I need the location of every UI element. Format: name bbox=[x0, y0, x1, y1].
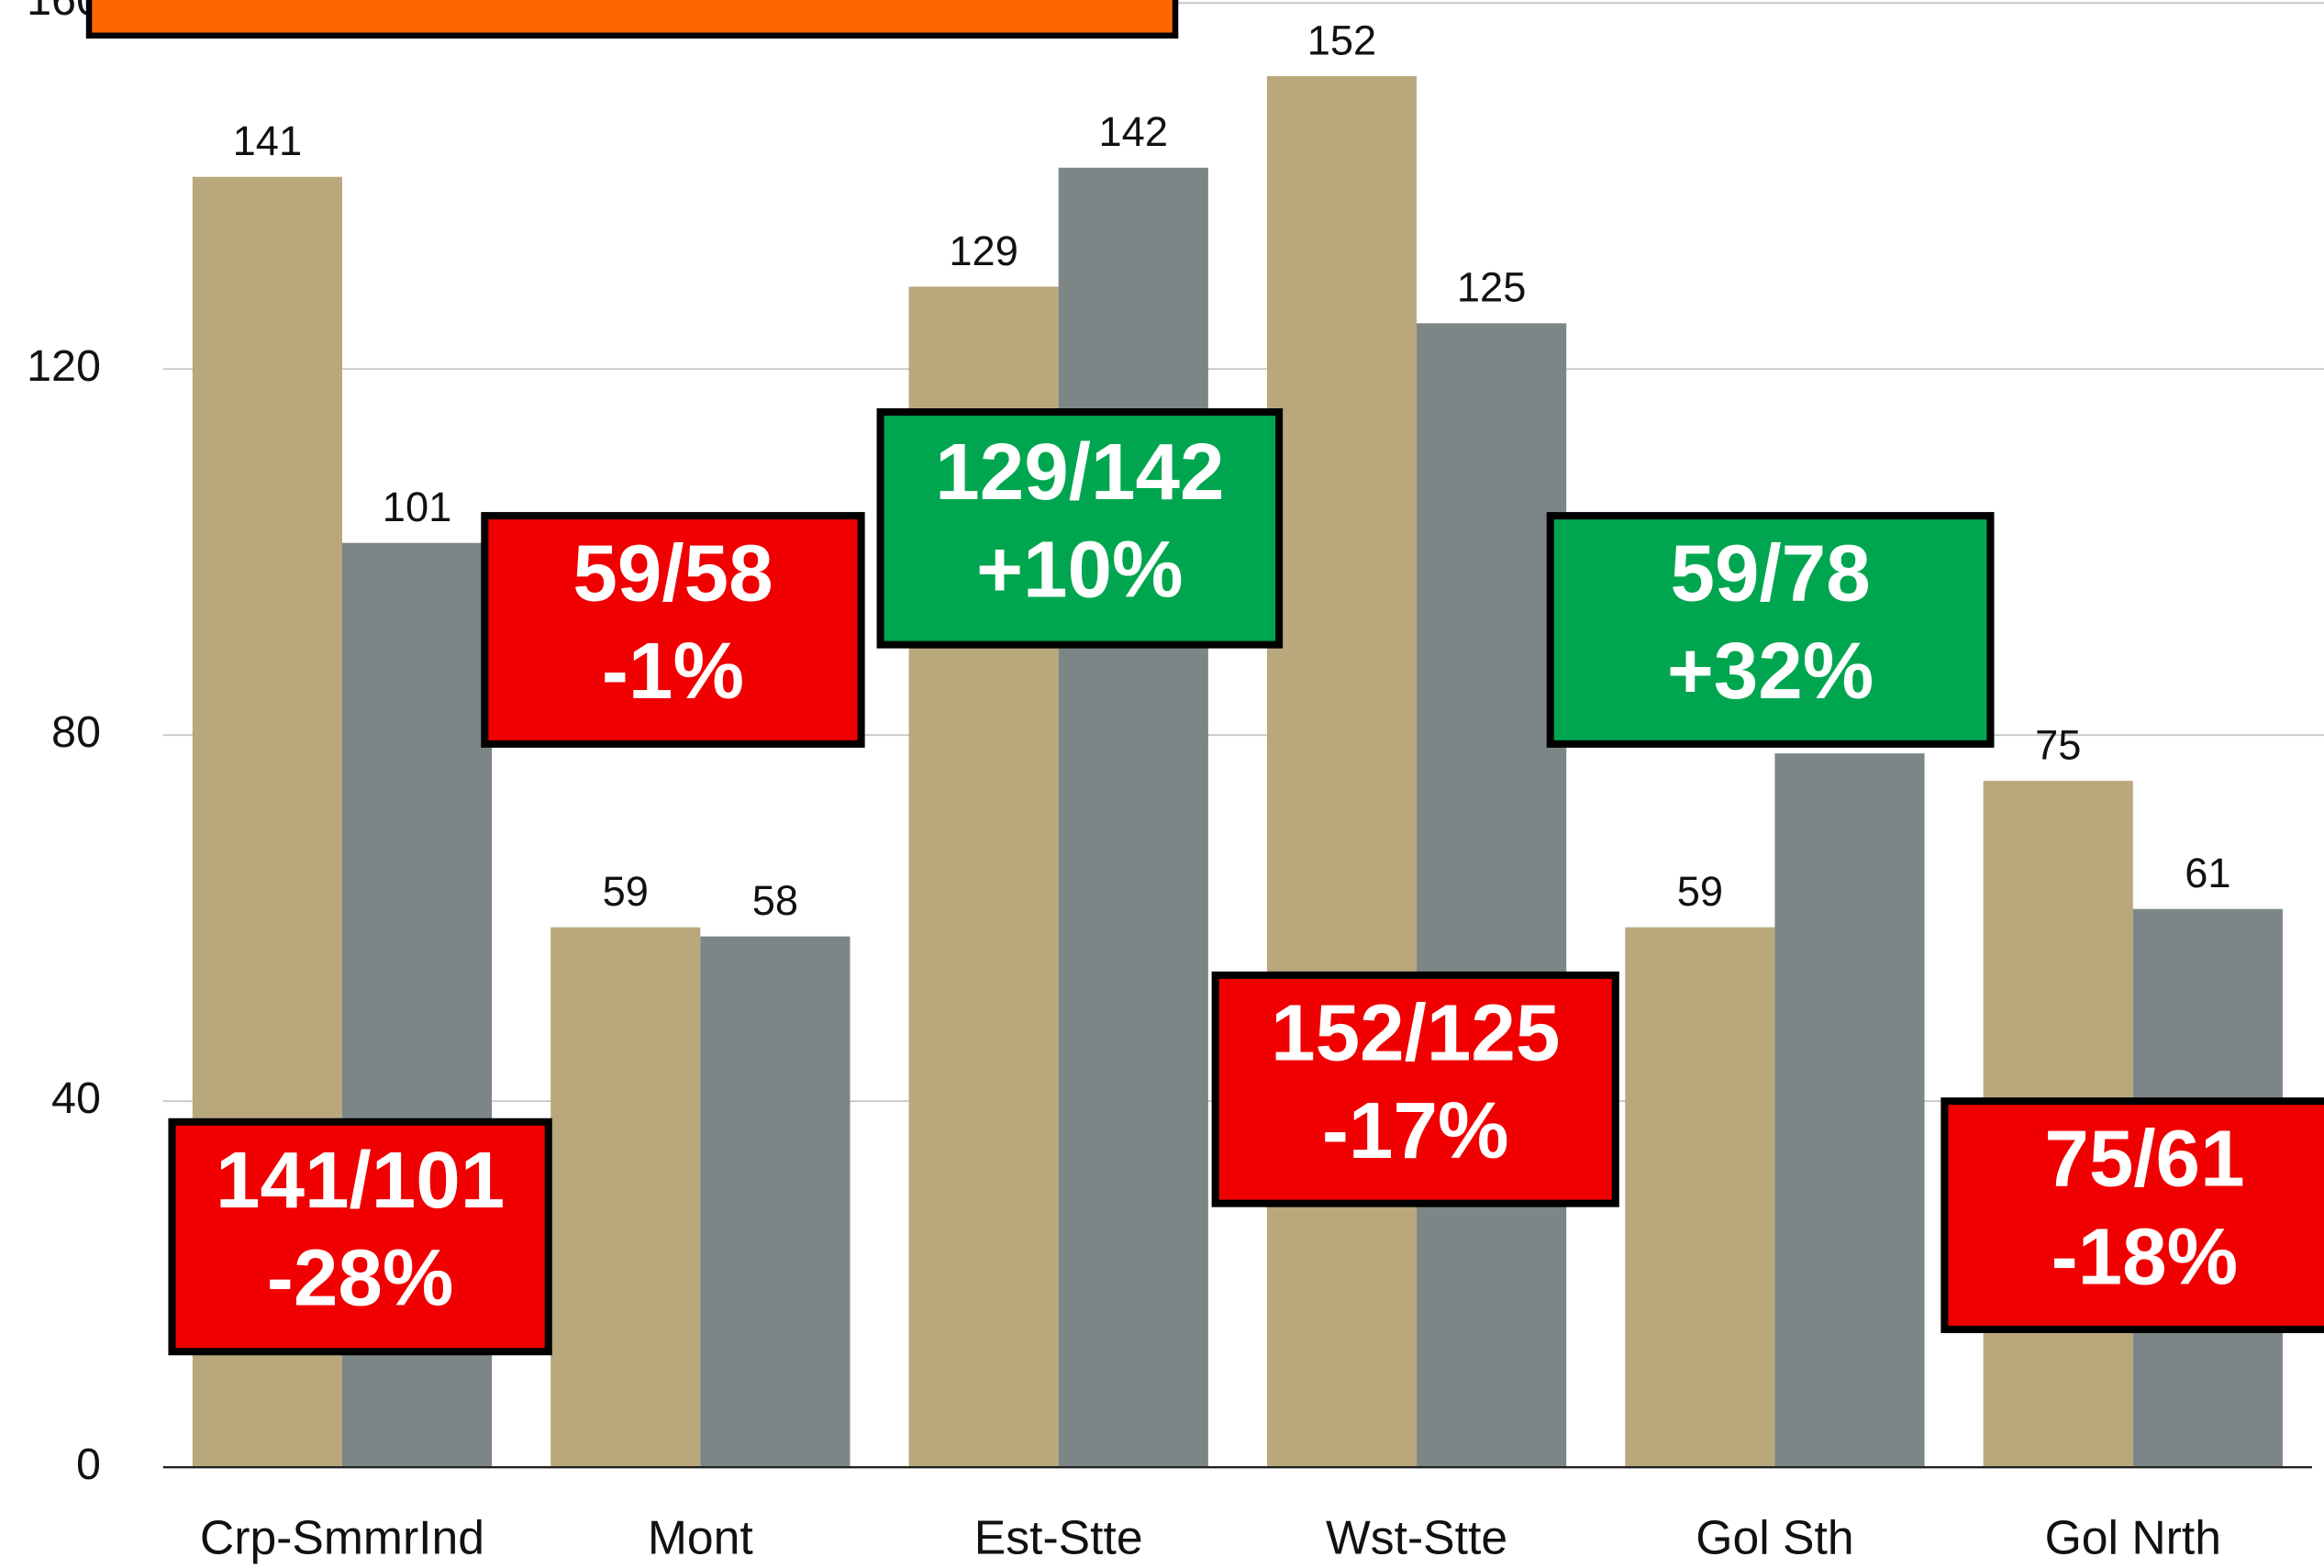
bar bbox=[1417, 323, 1567, 1468]
annotation-text: -1% bbox=[602, 627, 744, 716]
x-tick-label: Wst-Stte bbox=[1326, 1511, 1507, 1564]
x-tick-label: Est-Stte bbox=[974, 1511, 1143, 1564]
annotation-text: -17% bbox=[1322, 1086, 1509, 1175]
annotation-text: -28% bbox=[267, 1234, 454, 1323]
annotation-text: 129/142 bbox=[935, 428, 1224, 517]
data-label: 58 bbox=[752, 877, 798, 924]
x-tick-label: Mont bbox=[648, 1511, 753, 1564]
annotation-box bbox=[481, 512, 865, 748]
x-tick-label: Gol Sth bbox=[1696, 1511, 1853, 1564]
annotation-box bbox=[168, 1118, 552, 1356]
data-label: 59 bbox=[603, 868, 649, 915]
data-label: 141 bbox=[233, 117, 302, 164]
y-tick-label: 40 bbox=[51, 1073, 101, 1123]
annotation-text: 59/58 bbox=[573, 529, 773, 618]
data-label: 142 bbox=[1099, 108, 1168, 155]
data-label: 125 bbox=[1457, 264, 1526, 311]
bar bbox=[550, 927, 701, 1468]
bar bbox=[1058, 167, 1208, 1468]
annotation-text: -18% bbox=[2052, 1212, 2239, 1301]
y-tick-label: 80 bbox=[51, 707, 101, 757]
x-tick-label: Crp-SmmrInd bbox=[200, 1511, 484, 1564]
data-label: 75 bbox=[2035, 721, 2081, 768]
data-label: 129 bbox=[949, 228, 1017, 274]
annotation-box bbox=[1940, 1097, 2324, 1333]
title-box bbox=[85, 0, 1179, 39]
x-tick-label: Gol Nrth bbox=[2045, 1511, 2221, 1564]
annotation-text: +32% bbox=[1667, 627, 1874, 716]
annotation-text: 141/101 bbox=[216, 1136, 505, 1225]
annotation-box bbox=[876, 408, 1284, 649]
annotation-box bbox=[1211, 971, 1619, 1207]
data-label: 152 bbox=[1307, 17, 1376, 63]
annotation-text: 152/125 bbox=[1271, 988, 1560, 1077]
annotation-box bbox=[1546, 512, 1995, 748]
annotations: 141/101 -28% 59/58 -1% 129/142 +10% 152/125 -17… bbox=[168, 408, 2324, 1356]
bar bbox=[1625, 927, 1775, 1468]
annotation-text: 59/78 bbox=[1670, 529, 1870, 618]
annotation-text: +10% bbox=[976, 526, 1183, 615]
bar bbox=[1774, 753, 1925, 1468]
annotation-text: 75/61 bbox=[2044, 1115, 2244, 1204]
data-label: 59 bbox=[1677, 868, 1723, 915]
y-tick-label: 0 bbox=[76, 1440, 101, 1489]
bar bbox=[700, 936, 851, 1468]
bar bbox=[1266, 76, 1418, 1468]
data-label: 101 bbox=[383, 484, 451, 530]
data-label: 61 bbox=[2185, 850, 2230, 896]
y-tick-label: 120 bbox=[27, 341, 101, 391]
